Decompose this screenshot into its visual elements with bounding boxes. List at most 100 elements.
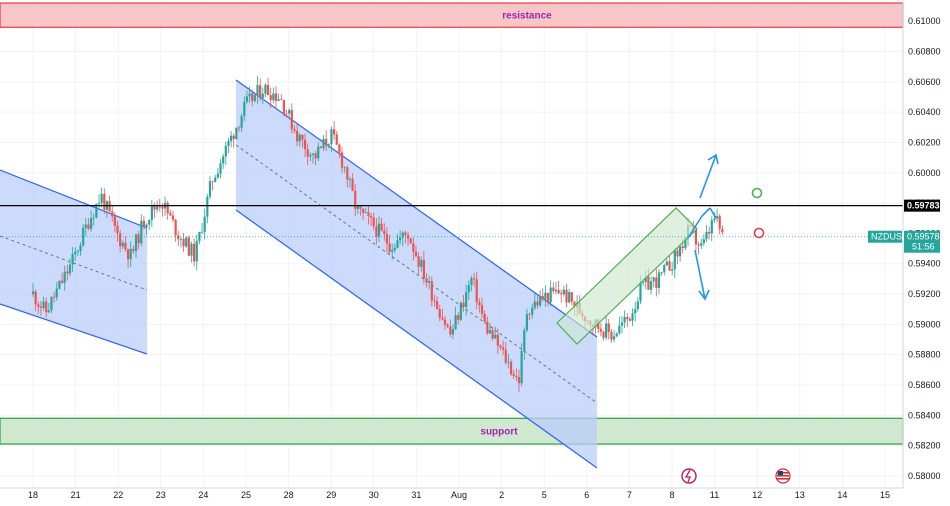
candle-body — [610, 331, 613, 340]
candle-body — [491, 330, 494, 339]
candle-body — [193, 243, 196, 262]
candle-body — [330, 129, 333, 145]
time-tick-label: 15 — [880, 490, 890, 500]
candle-body — [433, 300, 436, 302]
candle-body — [134, 234, 138, 251]
candle-body — [145, 224, 148, 227]
candle-body — [200, 231, 204, 233]
candle-body — [185, 237, 188, 247]
candle-body — [264, 84, 267, 94]
support-zone[interactable] — [0, 417, 904, 445]
time-tick-label: 30 — [369, 490, 379, 500]
candle-body — [502, 347, 505, 350]
candle-body — [274, 93, 278, 101]
candle-body — [449, 326, 452, 335]
candle-body — [261, 93, 264, 99]
candle-body — [126, 249, 130, 260]
candle-body — [512, 374, 515, 377]
candle-body — [74, 251, 77, 255]
candle-body — [31, 291, 35, 295]
candle-body — [552, 287, 555, 292]
time-axis[interactable]: 18 21 22 23 24 25 28 29 30 31 Aug 2 5 6 7 8 11 12 13 14 15 — [28, 490, 890, 500]
candle-body — [383, 230, 386, 234]
candle-body — [457, 315, 460, 320]
candle-body — [536, 301, 539, 306]
candle-body — [454, 315, 457, 330]
candle-body — [525, 314, 529, 331]
candle-body — [103, 193, 106, 210]
candle-body — [84, 224, 87, 228]
arrow-down — [694, 249, 706, 300]
candle-body — [568, 292, 571, 303]
price-tick-label: 0.60400 — [908, 107, 941, 117]
candle-body — [174, 219, 177, 236]
candle-body — [694, 229, 698, 245]
time-tick-label: 18 — [28, 490, 38, 500]
candle-body — [34, 291, 37, 305]
candle-body — [95, 203, 98, 218]
candle-body — [626, 316, 629, 319]
candle-body — [190, 243, 193, 256]
candle-body — [243, 101, 246, 116]
candle-body — [539, 295, 542, 306]
candle-body — [678, 246, 682, 257]
candle-body — [523, 330, 526, 351]
candle-body — [372, 217, 375, 227]
candle-body — [462, 302, 465, 307]
channel-left-lower-line[interactable] — [0, 303, 148, 355]
resistance-zone[interactable] — [0, 2, 904, 28]
candle-body — [520, 350, 523, 384]
candle-body — [486, 321, 489, 334]
candle-body — [401, 232, 404, 238]
candle-body — [700, 243, 703, 246]
time-tick-label: 28 — [284, 490, 294, 500]
candle-body — [441, 317, 444, 320]
candle-body — [227, 141, 230, 146]
candle-body — [665, 261, 668, 266]
candles — [31, 76, 724, 393]
candle-body — [79, 245, 82, 252]
channel-main-upper-line[interactable] — [235, 79, 598, 338]
candle-body — [282, 100, 286, 114]
symbol-tag — [868, 230, 902, 243]
candle-body — [681, 246, 684, 248]
event-icon-lightning[interactable] — [681, 468, 697, 484]
candle-body — [269, 95, 272, 101]
candle-body — [565, 289, 568, 303]
candle-body — [718, 216, 721, 229]
candle-body — [311, 153, 315, 155]
candle-body — [385, 233, 389, 244]
candle-body — [631, 313, 634, 321]
candle-body — [705, 231, 708, 240]
channel-main-fill — [236, 80, 597, 468]
candle-body — [259, 85, 262, 99]
stop-marker[interactable] — [753, 227, 765, 239]
projection-arrows[interactable] — [687, 153, 719, 301]
candle-body — [472, 278, 476, 280]
candle-body — [488, 330, 492, 334]
candle-body — [380, 223, 383, 231]
candle-body — [45, 301, 48, 313]
rising-channel[interactable] — [556, 207, 698, 345]
price-tick-label: 0.58200 — [908, 441, 941, 451]
candle-body — [554, 289, 558, 292]
candle-body — [245, 96, 249, 102]
candle-body — [367, 212, 370, 216]
candle-body — [182, 239, 185, 247]
candle-body — [354, 190, 357, 209]
event-icon-us-flag[interactable] — [775, 468, 791, 484]
target-marker[interactable] — [751, 187, 763, 199]
channel-main-lower-line[interactable] — [235, 209, 598, 469]
channel-left-upper-line[interactable] — [0, 169, 148, 229]
candle-body — [248, 93, 251, 97]
candle-body — [560, 293, 563, 295]
candle-body — [483, 313, 486, 322]
candle-body — [657, 272, 661, 288]
candle-body — [713, 218, 716, 221]
candle-body — [158, 206, 161, 208]
current-price-tag — [904, 230, 940, 253]
countdown-value: 51:56 — [912, 242, 935, 252]
candle-body — [343, 167, 346, 169]
candle-body — [422, 259, 425, 279]
candle-body — [306, 149, 309, 157]
